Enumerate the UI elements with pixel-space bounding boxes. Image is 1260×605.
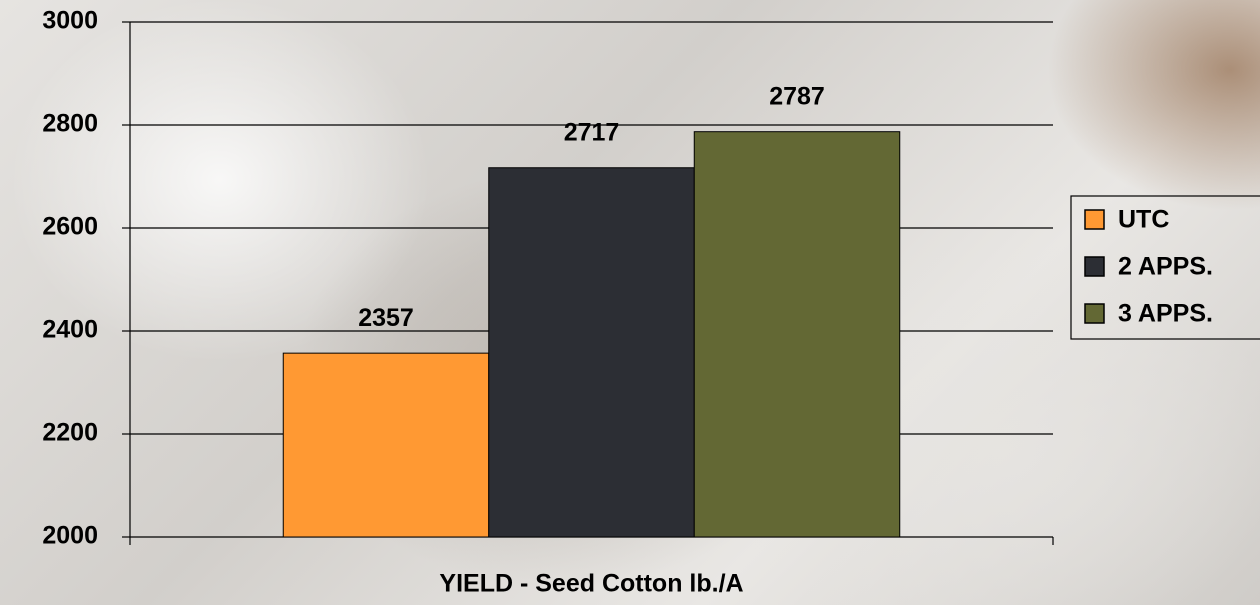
bar	[488, 167, 695, 538]
legend-swatch	[1084, 256, 1105, 277]
legend-swatch	[1084, 303, 1105, 324]
legend-label: UTC	[1118, 206, 1169, 234]
data-label: 2787	[769, 82, 825, 110]
legend-swatch	[1084, 209, 1105, 230]
x-tick-label: YIELD - Seed Cotton lb./A	[439, 570, 743, 598]
data-label: 2357	[358, 304, 414, 332]
y-tick-label: 3000	[42, 7, 98, 35]
y-tick-label: 2800	[42, 110, 98, 138]
y-tick-label: 2600	[42, 213, 98, 241]
legend-box	[1070, 195, 1260, 340]
y-tick-label: 2400	[42, 316, 98, 344]
data-label: 2717	[564, 118, 620, 146]
bar	[693, 131, 901, 538]
legend-label: 3 APPS.	[1118, 300, 1213, 328]
y-tick-label: 2000	[42, 522, 98, 550]
bar	[282, 352, 490, 538]
legend-label: 2 APPS.	[1118, 253, 1213, 281]
y-tick-label: 2200	[42, 419, 98, 447]
